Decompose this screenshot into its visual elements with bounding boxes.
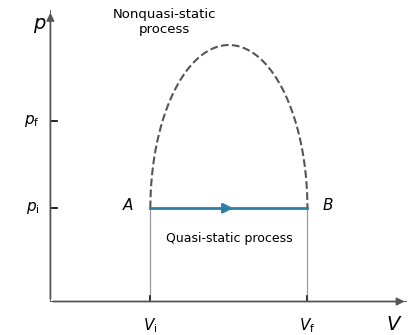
Text: $V_\mathrm{f}$: $V_\mathrm{f}$ [299,316,316,335]
Text: $p$: $p$ [33,16,47,35]
Text: $B$: $B$ [322,197,333,213]
Text: $V_\mathrm{i}$: $V_\mathrm{i}$ [143,316,158,335]
Text: Nonquasi-static
process: Nonquasi-static process [113,8,216,36]
Text: $p_\mathrm{i}$: $p_\mathrm{i}$ [26,200,39,216]
Text: $p_\mathrm{f}$: $p_\mathrm{f}$ [24,113,39,129]
Text: Quasi-static process: Quasi-static process [165,231,292,245]
Text: $V$: $V$ [386,315,402,334]
Text: $A$: $A$ [122,197,134,213]
